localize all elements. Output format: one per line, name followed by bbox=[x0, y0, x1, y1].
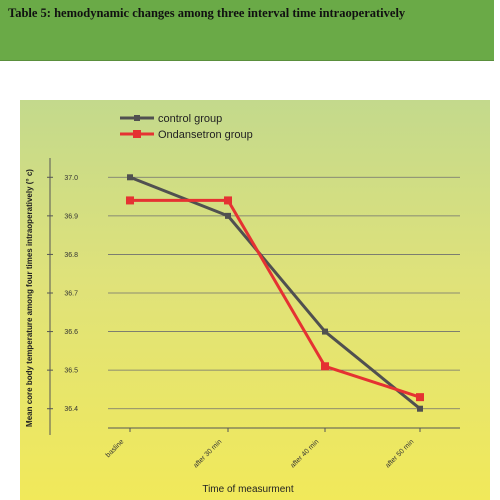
x-tick-label: after 50 min bbox=[384, 438, 415, 469]
y-tick-label: 36.4 bbox=[64, 406, 78, 413]
series-line-ondansetron bbox=[130, 198, 421, 399]
data-point-control bbox=[322, 328, 328, 335]
series-line-control bbox=[129, 175, 421, 410]
legend-control-marker bbox=[134, 115, 140, 121]
x-axis-title: Time of measurment bbox=[202, 484, 294, 495]
x-tick-labels: basline after 30 min after 40 min after 50 … bbox=[105, 428, 421, 470]
data-point-ondansetron bbox=[126, 196, 134, 205]
grid-lines bbox=[47, 176, 460, 410]
y-tick-label: 37.0 bbox=[64, 175, 78, 182]
x-tick-label: after 30 min bbox=[192, 438, 223, 469]
data-point-ondansetron bbox=[416, 393, 424, 402]
y-tick-label: 36.6 bbox=[64, 329, 78, 336]
y-tick-label: 36.8 bbox=[64, 252, 78, 259]
line-chart: 36.4 36.5 36.6 36.7 36.8 36.9 37.0 basline afte… bbox=[25, 113, 460, 495]
y-axis-title: Mean core body temperature among four ti… bbox=[25, 169, 34, 427]
data-point-ondansetron bbox=[224, 196, 232, 205]
page-title: Table 5: hemodynamic changes among three… bbox=[8, 6, 406, 20]
x-tick-label: basline bbox=[105, 438, 126, 459]
data-point-control bbox=[225, 212, 231, 219]
legend-ondansetron-marker bbox=[133, 130, 141, 138]
legend: control group Ondansetron group bbox=[120, 113, 253, 141]
y-tick-label: 36.7 bbox=[64, 291, 78, 298]
data-point-control bbox=[127, 174, 133, 181]
data-point-control bbox=[417, 405, 423, 412]
x-tick-label: after 40 min bbox=[289, 438, 320, 469]
legend-ondansetron-label: Ondansetron group bbox=[158, 129, 253, 141]
y-tick-label: 36.9 bbox=[64, 213, 78, 220]
y-tick-label: 36.5 bbox=[64, 368, 78, 375]
title-banner: Table 5: hemodynamic changes among three… bbox=[0, 0, 494, 61]
series-lines bbox=[126, 174, 424, 412]
chart-panel: 36.4 36.5 36.6 36.7 36.8 36.9 37.0 basline afte… bbox=[20, 100, 490, 500]
legend-control-label: control group bbox=[158, 113, 222, 125]
y-tick-labels: 36.4 36.5 36.6 36.7 36.8 36.9 37.0 bbox=[64, 175, 78, 413]
data-point-ondansetron bbox=[321, 362, 329, 371]
